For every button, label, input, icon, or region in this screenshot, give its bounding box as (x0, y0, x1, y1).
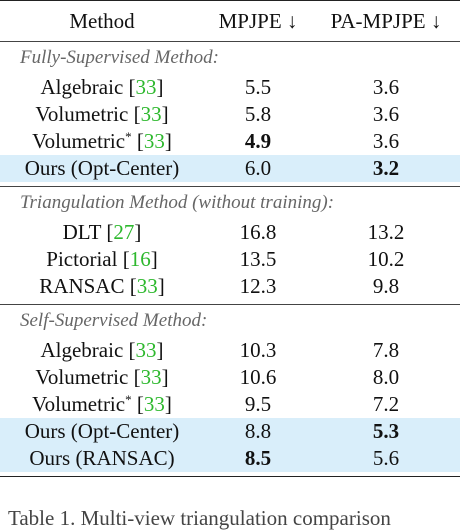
table-row: Volumetric* [33] 9.5 7.2 (0, 391, 460, 418)
table-row: Algebraic [33] 10.3 7.8 (0, 337, 460, 364)
pa-mpjpe-value: 8.0 (372, 365, 400, 389)
table-row: Algebraic [33] 5.5 3.6 (0, 74, 460, 101)
method-cell: Algebraic [33] (40, 75, 164, 99)
method-name: Algebraic (40, 75, 124, 99)
pa-mpjpe-value: 7.8 (372, 338, 400, 362)
section-title-row: Triangulation Method (without training): (0, 187, 460, 219)
mpjpe-value: 6.0 (204, 155, 312, 182)
table-row: RANSAC [33] 12.3 9.8 (0, 273, 460, 300)
header-method: Method (69, 9, 135, 33)
table-row: Volumetric* [33] 4.9 3.6 (0, 128, 460, 155)
citation-link[interactable]: 33 (135, 338, 157, 362)
method-cell: DLT [27] (62, 220, 142, 244)
method-cell: Ours (Opt-Center) (0, 155, 204, 182)
method-name: Ours (Opt-Center) (24, 419, 180, 443)
citation-link[interactable]: 16 (129, 247, 151, 271)
pa-mpjpe-value: 7.2 (372, 392, 400, 416)
mpjpe-value: 10.6 (239, 365, 277, 389)
section-title: Fully-Supervised Method: (20, 47, 219, 68)
citation-link[interactable]: 33 (143, 129, 165, 153)
pa-mpjpe-value: 3.6 (372, 129, 400, 153)
section-title-row: Self-Supervised Method: (0, 305, 460, 337)
method-name: Volumetric (32, 129, 126, 153)
pa-mpjpe-value: 3.2 (312, 155, 460, 182)
pa-mpjpe-value: 13.2 (367, 220, 405, 244)
citation-link[interactable]: 33 (135, 75, 157, 99)
pa-mpjpe-value: 10.2 (367, 247, 405, 271)
table-row: Volumetric [33] 5.8 3.6 (0, 101, 460, 128)
section-title: Triangulation Method (without training): (20, 192, 335, 213)
mpjpe-value: 12.3 (239, 274, 277, 298)
mpjpe-value: 10.3 (239, 338, 277, 362)
method-cell: Volumetric [33] (35, 365, 169, 389)
citation-link[interactable]: 33 (143, 392, 165, 416)
section-title-row: Fully-Supervised Method: (0, 42, 460, 74)
table-row: DLT [27] 16.8 13.2 (0, 219, 460, 246)
section-title: Self-Supervised Method: (20, 310, 208, 331)
table-row: Ours (Opt-Center) 6.0 3.2 (0, 155, 460, 182)
pa-mpjpe-value: 5.3 (312, 418, 460, 445)
table-row: Ours (RANSAC) 8.5 5.6 (0, 445, 460, 472)
pa-mpjpe-value: 5.6 (312, 445, 460, 472)
method-cell: Pictorial [16] (46, 247, 158, 271)
mpjpe-value: 8.8 (204, 418, 312, 445)
method-name: Ours (RANSAC) (29, 446, 175, 470)
mpjpe-value: 5.8 (244, 102, 272, 126)
table-row: Pictorial [16] 13.5 10.2 (0, 246, 460, 273)
pa-mpjpe-value: 3.6 (372, 102, 400, 126)
section-rule (0, 41, 460, 42)
method-superscript: * (125, 392, 132, 407)
table-caption: Table 1. Multi-view triangulation compar… (8, 506, 391, 530)
method-superscript: * (125, 129, 132, 144)
results-table: Method MPJPE ↓ PA-MPJPE ↓ Fully-Supervis… (0, 0, 460, 477)
pa-mpjpe-value: 3.6 (372, 75, 400, 99)
method-name: Algebraic (40, 338, 124, 362)
section-rule (0, 186, 460, 187)
mpjpe-value: 9.5 (244, 392, 272, 416)
top-rule (0, 0, 460, 1)
mpjpe-value: 16.8 (239, 220, 277, 244)
citation-link[interactable]: 33 (140, 365, 162, 389)
method-cell: Volumetric [33] (35, 102, 169, 126)
mpjpe-value: 4.9 (244, 129, 272, 153)
citation-link[interactable]: 33 (140, 102, 162, 126)
method-name: Pictorial (46, 247, 118, 271)
header-row: Method MPJPE ↓ PA-MPJPE ↓ (0, 1, 460, 42)
method-cell: Ours (Opt-Center) (0, 418, 204, 445)
table-row: Ours (Opt-Center) 8.8 5.3 (0, 418, 460, 445)
citation-link[interactable]: 27 (113, 220, 135, 244)
method-cell: Volumetric* [33] (32, 392, 172, 416)
method-cell: Volumetric* [33] (32, 129, 172, 153)
method-name: RANSAC (39, 274, 125, 298)
method-name: Volumetric (35, 365, 129, 389)
method-name: DLT (62, 220, 102, 244)
method-cell: RANSAC [33] (39, 274, 165, 298)
header-pa-mpjpe: PA-MPJPE ↓ (330, 9, 442, 33)
citation-link[interactable]: 33 (136, 274, 158, 298)
bottom-rule (0, 476, 460, 477)
header-mpjpe: MPJPE ↓ (218, 9, 298, 33)
method-name: Volumetric (35, 102, 129, 126)
method-name: Volumetric (32, 392, 126, 416)
mpjpe-value: 13.5 (239, 247, 277, 271)
method-cell: Ours (RANSAC) (0, 445, 204, 472)
method-cell: Algebraic [33] (40, 338, 164, 362)
section-rule (0, 304, 460, 305)
mpjpe-value: 5.5 (244, 75, 272, 99)
mpjpe-value: 8.5 (204, 445, 312, 472)
method-name: Ours (Opt-Center) (24, 156, 180, 180)
table-row: Volumetric [33] 10.6 8.0 (0, 364, 460, 391)
pa-mpjpe-value: 9.8 (372, 274, 400, 298)
